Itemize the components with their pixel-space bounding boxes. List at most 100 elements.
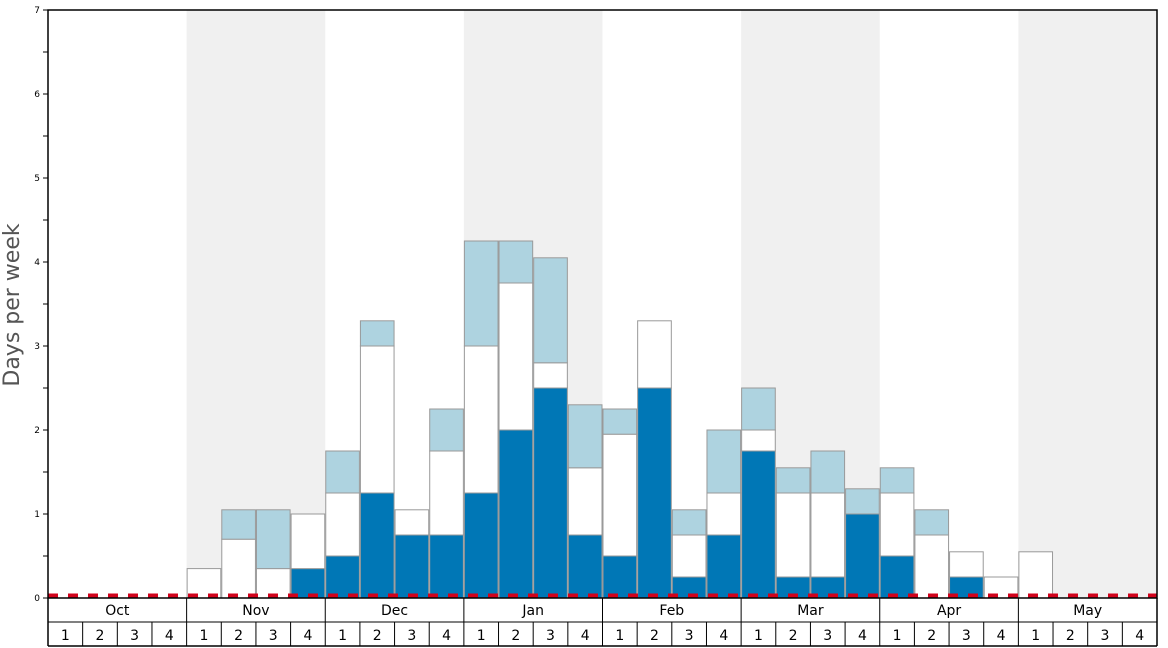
bar-segment-dark [602,555,638,599]
bar-segment-white [255,568,291,599]
bar-segment-light [359,320,395,347]
bar-segment-dark [879,555,915,599]
y-tick-label: 6 [34,90,40,100]
week-label: 2 [511,628,520,644]
bar-segment-white [394,509,430,536]
x-axis: Oct 1 2 3 4 Nov 1 2 3 4 Dec 1 2 3 4 Jan 1 2 3 4 Feb 1 2 3 4 Mar 1 2… [47,598,1158,647]
bar-segment-light [775,467,811,494]
y-tick-label: 1 [34,510,40,520]
bar-segment-dark [567,534,603,599]
month-band-nov [186,10,326,598]
week-label: 1 [615,628,624,644]
month-label-jan: Jan [521,603,544,619]
bar-segment-dark [845,513,880,599]
y-tick-label: 0 [34,594,40,604]
bar-segment-white [879,492,915,557]
bar-segment-light [429,408,464,452]
month-label-may: May [1073,603,1102,619]
month-label-apr: Apr [937,603,961,619]
bar-segment-dark [394,534,430,599]
bar-segment-dark [498,429,534,599]
bar-segment-white [671,534,707,578]
bar-segment-white [1018,551,1054,599]
week-label: 2 [650,628,659,644]
week-label: 4 [303,628,312,644]
week-label: 1 [61,628,70,644]
y-axis: 0 1 2 3 4 5 6 7 [34,6,48,604]
bar-segment-dark [325,555,360,599]
week-label: 1 [199,628,208,644]
bar-segment-light [255,509,291,570]
bar-segment-white [810,492,846,578]
month-band-may [1018,10,1157,598]
bar-segment-white [221,538,256,599]
bar-segment-light [602,408,638,435]
bar-segment-white [463,345,499,494]
bar-segment-light [671,509,707,536]
y-tick-label: 4 [34,258,40,268]
bar-segment-light [498,240,534,284]
bar-segment-dark [290,568,326,599]
week-label: 4 [581,628,590,644]
bar-segment-light [810,450,846,494]
week-label: 2 [927,628,936,644]
week-label: 2 [234,628,243,644]
week-label: 1 [477,628,486,644]
week-label: 3 [1101,628,1110,644]
bar-segment-white [949,551,984,578]
bar-segment-dark [533,387,568,599]
week-label: 2 [789,628,798,644]
week-label: 4 [858,628,867,644]
week-label: 3 [407,628,416,644]
bar-segment-dark [429,534,464,599]
week-label: 4 [719,628,728,644]
month-label-feb: Feb [659,603,684,619]
week-label: 4 [1135,628,1144,644]
week-label: 1 [1031,628,1040,644]
week-label: 3 [685,628,694,644]
week-label: 3 [823,628,832,644]
bar-segment-white [429,450,464,536]
month-label-nov: Nov [242,603,269,619]
bar-segment-white [186,568,222,599]
week-label: 1 [338,628,347,644]
y-tick-label: 5 [34,174,40,184]
month-label-oct: Oct [105,603,130,619]
month-label-dec: Dec [381,603,408,619]
bar-segment-white [290,513,326,570]
bar-segment-white [637,320,672,389]
month-label-mar: Mar [797,603,824,619]
bar-segment-white [359,345,395,494]
week-label: 4 [997,628,1006,644]
week-label: 4 [165,628,174,644]
bar-segment-white [325,492,360,557]
bar-segment-dark [637,387,672,599]
y-tick-label: 3 [34,342,40,352]
week-label: 3 [130,628,139,644]
week-label: 3 [962,628,971,644]
bar-segment-white [567,467,603,536]
bar-segment-light [741,387,776,431]
bar-segment-light [914,509,950,536]
week-label: 2 [96,628,105,644]
bar-segment-light [845,488,880,515]
bar-segment-light [879,467,915,494]
y-tick-label: 2 [34,426,40,436]
bar-segment-white [533,362,568,389]
bar-segment-light [325,450,360,494]
week-label: 3 [269,628,278,644]
bar-segment-dark [359,492,395,599]
bar-segment-dark [463,492,499,599]
bar-segment-white [914,534,950,599]
bar-segment-light [567,404,603,469]
bar-segment-white [498,282,534,431]
bar-segment-white [775,492,811,578]
bar-segment-light [533,257,568,364]
week-label: 1 [754,628,763,644]
week-label: 2 [1066,628,1075,644]
y-tick-label: 7 [34,6,40,16]
bar-segment-white [741,429,776,452]
bar-segment-white [706,492,742,536]
bar-segment-light [463,240,499,347]
